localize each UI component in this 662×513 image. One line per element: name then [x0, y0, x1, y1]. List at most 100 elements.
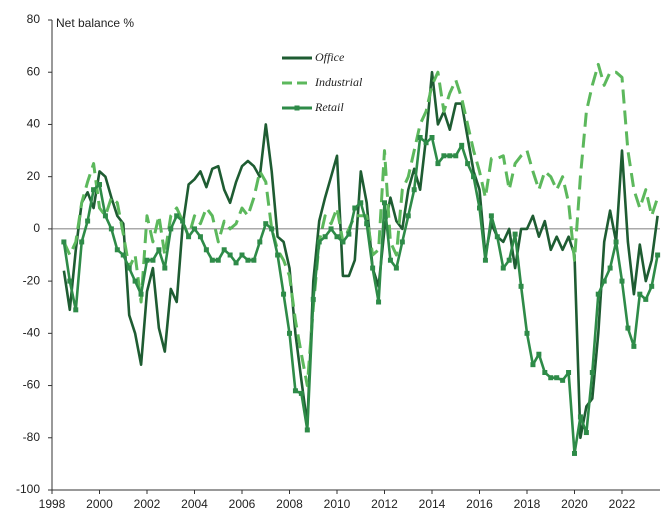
- legend-label: Office: [315, 50, 345, 64]
- series-marker: [144, 257, 150, 263]
- series-marker: [108, 226, 114, 232]
- series-marker: [352, 205, 358, 211]
- series-marker: [257, 239, 263, 245]
- series-marker: [114, 247, 120, 253]
- series-marker: [506, 257, 512, 263]
- series-marker: [287, 330, 292, 336]
- series-marker: [180, 218, 186, 224]
- series-marker: [429, 135, 435, 140]
- series-marker: [61, 239, 67, 245]
- y-tick-label: 60: [27, 64, 41, 78]
- series-marker: [376, 299, 382, 305]
- series-marker: [79, 239, 85, 245]
- x-tick-label: 2010: [324, 497, 351, 511]
- series-marker: [625, 325, 631, 331]
- series-marker: [542, 370, 548, 375]
- series-marker: [471, 174, 477, 180]
- series-marker: [607, 265, 613, 271]
- series-marker: [649, 283, 655, 289]
- series-marker: [358, 200, 364, 206]
- x-tick-label: 2004: [181, 497, 208, 511]
- series-marker: [227, 252, 233, 258]
- series-marker: [619, 278, 625, 284]
- series-marker: [530, 362, 536, 368]
- legend-marker: [294, 105, 300, 111]
- series-marker: [637, 291, 643, 297]
- series-marker: [97, 182, 102, 187]
- series-marker: [423, 140, 429, 146]
- series-marker: [494, 234, 500, 240]
- series-marker: [192, 226, 197, 232]
- series-marker: [560, 377, 566, 383]
- series-marker: [482, 257, 488, 263]
- series-marker: [643, 296, 649, 302]
- series-marker: [536, 351, 542, 357]
- series-marker: [613, 239, 619, 245]
- x-tick-label: 2022: [609, 497, 636, 511]
- series-marker: [387, 257, 393, 263]
- series-marker: [251, 257, 257, 263]
- series-marker: [126, 265, 132, 271]
- series-marker: [524, 330, 530, 336]
- series-marker: [595, 291, 601, 297]
- y-tick-label: -20: [23, 273, 41, 287]
- series-marker: [328, 226, 334, 232]
- legend-label: Industrial: [314, 75, 363, 89]
- series-marker: [162, 265, 168, 271]
- series-marker: [102, 213, 108, 219]
- series-marker: [281, 291, 287, 297]
- series-marker: [316, 239, 322, 245]
- y-tick-label: -100: [16, 482, 40, 496]
- x-tick-label: 2008: [276, 497, 303, 511]
- series-marker: [399, 239, 405, 245]
- series-marker: [304, 427, 310, 433]
- series-marker: [340, 239, 346, 245]
- series-marker: [441, 153, 447, 159]
- series-marker: [382, 200, 387, 206]
- series-marker: [275, 252, 281, 258]
- series-marker: [512, 231, 518, 237]
- series-marker: [221, 247, 227, 253]
- series-marker: [168, 226, 174, 232]
- series-marker: [156, 247, 162, 253]
- series-marker: [233, 260, 239, 266]
- series-marker: [67, 278, 73, 284]
- series-marker: [85, 218, 91, 224]
- x-tick-label: 2014: [419, 497, 446, 511]
- series-marker: [346, 231, 352, 237]
- series-marker: [120, 252, 126, 258]
- series-marker: [465, 161, 471, 167]
- series-marker: [310, 296, 316, 302]
- series-marker: [601, 278, 607, 284]
- y-tick-label: 80: [27, 12, 41, 26]
- series-marker: [239, 252, 245, 258]
- series-marker: [138, 291, 144, 297]
- y-tick-label: -80: [23, 430, 41, 444]
- y-tick-label: -60: [23, 378, 41, 392]
- series-marker: [572, 450, 577, 456]
- y-axis-label: Net balance %: [56, 16, 134, 30]
- series-marker: [132, 278, 138, 284]
- series-marker: [554, 375, 560, 381]
- series-marker: [548, 375, 554, 381]
- series-marker: [435, 161, 441, 167]
- series-marker: [91, 187, 97, 193]
- series-marker: [477, 205, 482, 211]
- y-tick-label: 40: [27, 117, 41, 131]
- series-marker: [245, 257, 251, 263]
- x-tick-label: 2020: [561, 497, 588, 511]
- series-marker: [583, 430, 589, 436]
- series-marker: [566, 370, 572, 375]
- series-marker: [203, 247, 209, 253]
- series-marker: [453, 153, 459, 159]
- series-marker: [393, 265, 399, 271]
- x-tick-label: 1998: [39, 497, 66, 511]
- series-marker: [577, 414, 583, 420]
- series-marker: [447, 153, 453, 159]
- series-marker: [174, 213, 180, 219]
- series-marker: [411, 187, 417, 193]
- series-marker: [417, 135, 423, 140]
- y-tick-label: -40: [23, 326, 41, 340]
- series-marker: [589, 370, 595, 375]
